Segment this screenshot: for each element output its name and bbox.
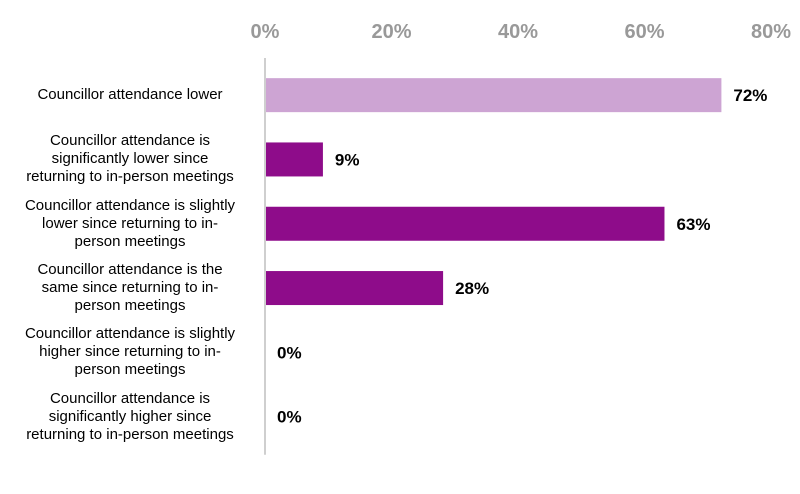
data-label: 28%	[455, 279, 489, 298]
bar	[266, 206, 665, 241]
category-label-line: same since returning to in-	[41, 279, 219, 297]
x-tick-label: 40%	[498, 21, 538, 43]
category-label: Councillor attendance is slightly higher …	[10, 325, 250, 379]
bar	[266, 142, 323, 177]
category-label: Councillor attendance is the same since r…	[10, 261, 250, 315]
category-label: Councillor attendance is significantly lo…	[10, 132, 250, 186]
data-label: 0%	[277, 343, 302, 362]
x-tick-label: 80%	[751, 21, 791, 43]
category-label-line: Councillor attendance is slightly	[24, 325, 236, 343]
category-label-line: Councillor attendance is	[49, 132, 211, 150]
data-label: 9%	[335, 150, 360, 169]
category-label-line: lower since returning to in-	[42, 214, 218, 232]
x-axis-ticks: 0% 20% 40% 60% 80%	[251, 21, 792, 43]
category-label: Councillor attendance lower	[10, 86, 250, 104]
category-label-line: person meetings	[74, 297, 186, 315]
bar	[266, 271, 444, 306]
data-label: 72%	[733, 86, 767, 105]
category-label-line: person meetings	[74, 361, 186, 379]
category-label: Councillor attendance is significantly hi…	[10, 390, 250, 444]
data-label: 63%	[676, 215, 710, 234]
category-label-line: Councillor attendance is	[49, 389, 211, 407]
category-label-line: significantly lower since	[51, 150, 209, 168]
x-tick-label: 0%	[251, 21, 280, 43]
category-label-line: returning to in-person meetings	[26, 425, 234, 443]
category-label-line: higher since returning to in-	[39, 343, 221, 361]
data-label: 0%	[277, 408, 302, 427]
category-label-line: person meetings	[74, 232, 186, 250]
category-label-line: Councillor attendance is slightly	[24, 196, 236, 214]
category-label-line: significantly higher since	[48, 407, 212, 425]
data-labels: 72% 9% 63% 28% 0% 0%	[277, 86, 767, 427]
bar	[266, 78, 722, 113]
category-label-line: Councillor attendance lower	[37, 86, 223, 104]
category-label-line: Councillor attendance is the	[37, 261, 223, 279]
category-label: Councillor attendance is slightly lower s…	[10, 197, 250, 251]
x-tick-label: 60%	[624, 21, 664, 43]
bars	[266, 78, 722, 306]
x-tick-label: 20%	[371, 21, 411, 43]
category-label-line: returning to in-person meetings	[26, 168, 234, 186]
